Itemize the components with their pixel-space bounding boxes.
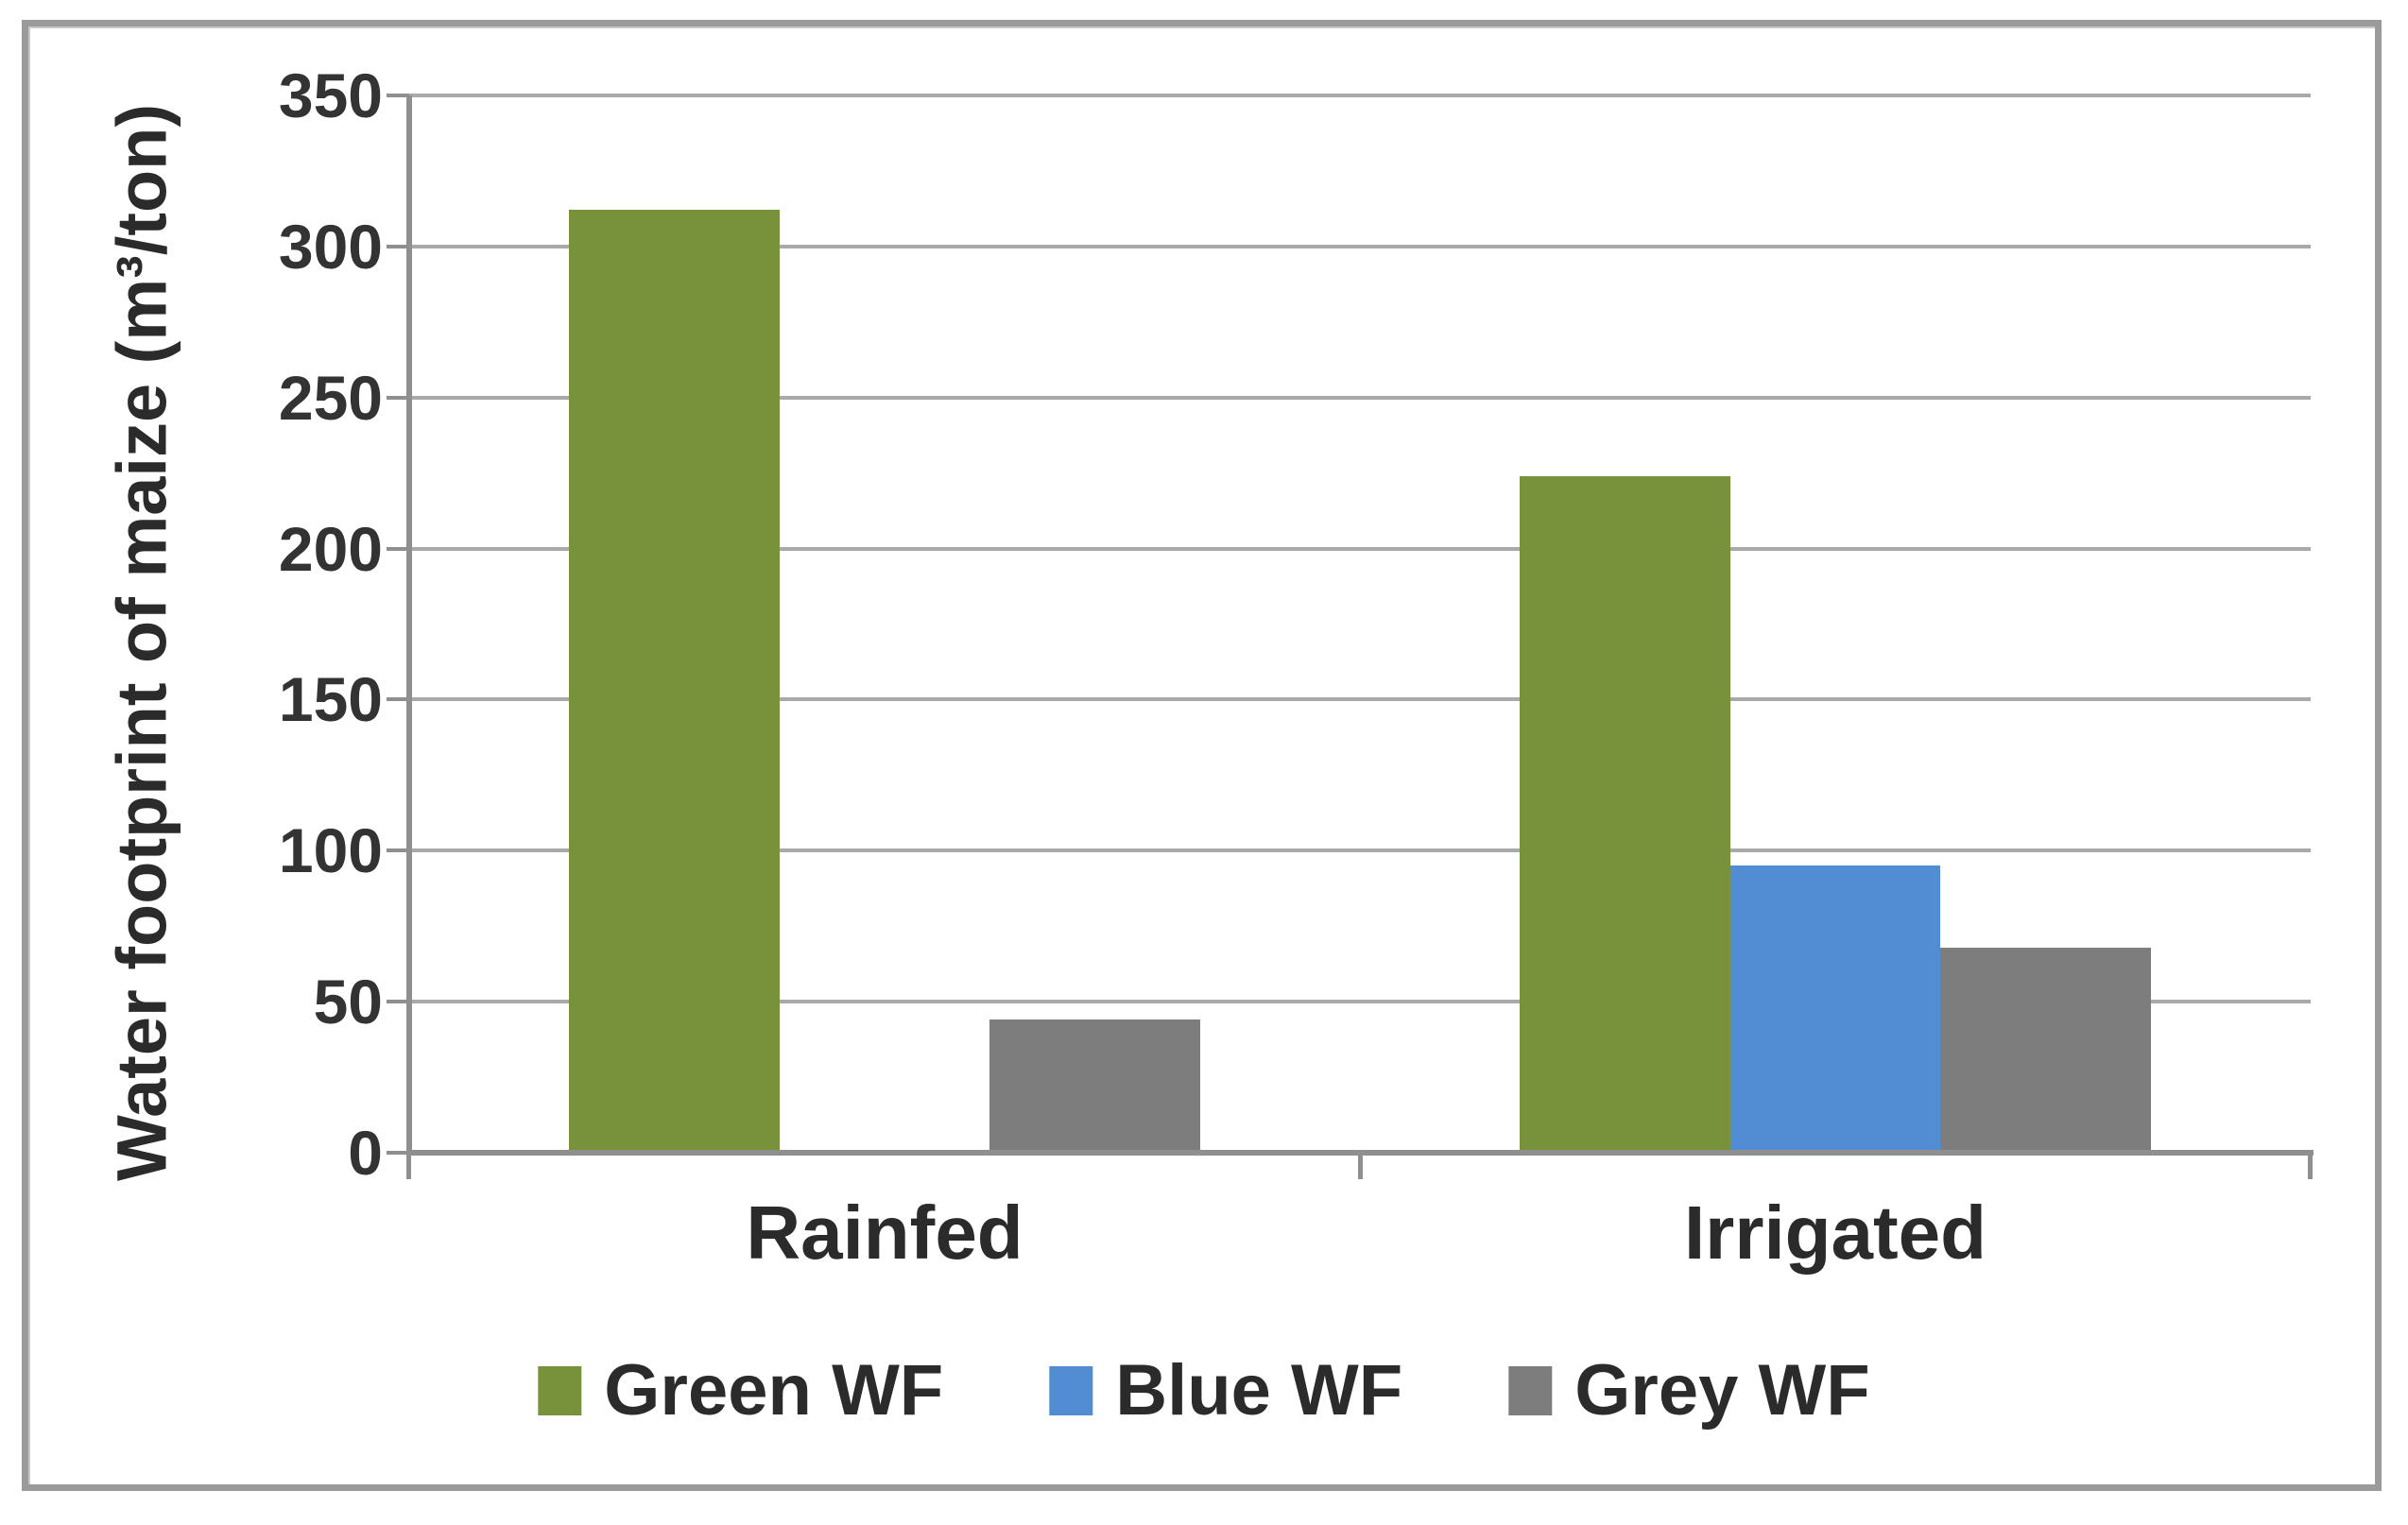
- x-axis-label-rainfed: Rainfed: [746, 1191, 1023, 1275]
- y-tick-label-100: 100: [278, 815, 383, 886]
- x-axis-label-irrigated: Irrigated: [1683, 1191, 1987, 1275]
- chart-frame: [22, 20, 2382, 1491]
- y-tick-label-300: 300: [278, 211, 383, 282]
- y-tick-mark-50: [387, 1000, 409, 1004]
- gridline-350: [409, 94, 2311, 97]
- y-tick-mark-250: [387, 395, 409, 400]
- gridline-250: [409, 395, 2311, 400]
- legend-swatch-grey-wf-icon: [1508, 1366, 1553, 1415]
- y-tick-label-350: 350: [278, 60, 383, 130]
- legend-swatch-green-wf-icon: [538, 1366, 582, 1415]
- x-axis-line: [406, 1150, 2313, 1156]
- legend-label-green-wf: Green WF: [604, 1350, 944, 1431]
- bar-rainfed-green-wf: [568, 210, 780, 1153]
- bar-irrigated-green-wf: [1519, 475, 1730, 1153]
- gridline-300: [409, 244, 2311, 248]
- y-tick-label-0: 0: [348, 1118, 383, 1188]
- legend: Green WF Blue WF Grey WF: [538, 1353, 1870, 1429]
- y-tick-mark-300: [387, 244, 409, 248]
- y-tick-mark-350: [387, 94, 409, 97]
- gridline-100: [409, 848, 2311, 853]
- y-tick-label-150: 150: [278, 664, 383, 735]
- y-tick-mark-200: [387, 546, 409, 551]
- gridline-150: [409, 697, 2311, 702]
- x-tick-mark-0: [406, 1153, 411, 1179]
- bar-irrigated-blue-wf: [1729, 865, 1941, 1153]
- legend-item-green-wf: Green WF: [538, 1353, 943, 1429]
- gridline-50: [409, 1000, 2311, 1004]
- y-tick-label-50: 50: [313, 967, 383, 1037]
- legend-label-grey-wf: Grey WF: [1574, 1350, 1870, 1431]
- x-tick-mark-1: [1358, 1153, 1363, 1179]
- bar-irrigated-grey-wf: [1940, 947, 2152, 1153]
- legend-item-blue-wf: Blue WF: [1049, 1353, 1402, 1429]
- y-tick-mark-150: [387, 697, 409, 702]
- bar-rainfed-grey-wf: [989, 1020, 1201, 1153]
- y-tick-mark-0: [387, 1151, 409, 1155]
- y-tick-label-250: 250: [278, 362, 383, 433]
- y-axis-line: [406, 95, 412, 1153]
- x-tick-mark-end: [2308, 1153, 2313, 1179]
- legend-item-grey-wf: Grey WF: [1508, 1353, 1870, 1429]
- legend-label-blue-wf: Blue WF: [1115, 1350, 1403, 1431]
- y-tick-label-200: 200: [278, 513, 383, 584]
- gridline-200: [409, 546, 2311, 551]
- y-tick-mark-100: [387, 848, 409, 853]
- legend-swatch-blue-wf-icon: [1049, 1366, 1093, 1415]
